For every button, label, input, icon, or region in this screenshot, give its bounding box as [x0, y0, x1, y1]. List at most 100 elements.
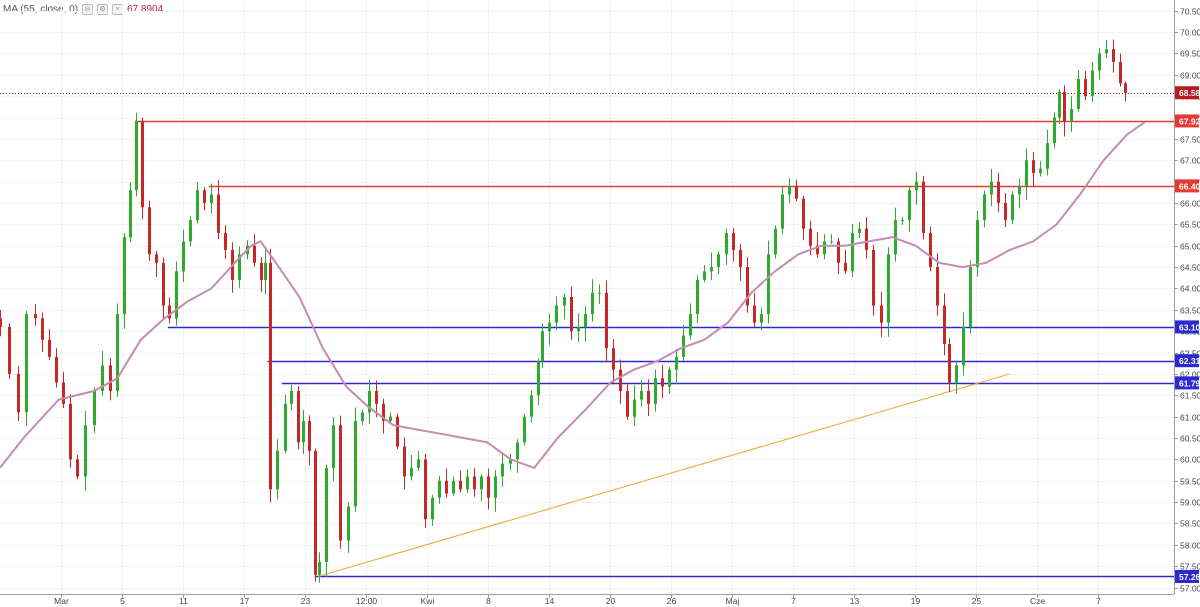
time-tick-label: 19 [911, 596, 921, 606]
time-tick-label: 17 [240, 596, 250, 606]
time-tick-label: Cze [1030, 596, 1045, 606]
candle-body [473, 476, 476, 490]
current-price-badge-bg [1175, 86, 1199, 100]
candle-body [640, 391, 643, 400]
candle-body [577, 326, 580, 332]
candle-body [501, 463, 504, 477]
candle-body [509, 459, 512, 464]
candle-body [466, 476, 469, 490]
candle-body [922, 181, 925, 233]
candle-body [269, 262, 272, 490]
candle-body [633, 399, 636, 417]
candle-body [548, 322, 551, 332]
candle-body [116, 314, 119, 392]
candle-body [943, 305, 946, 345]
candle-body [682, 335, 685, 357]
candle-body [339, 425, 342, 541]
candle-body [955, 365, 958, 383]
candle-body [62, 382, 65, 404]
candle-body [162, 262, 165, 306]
price-tick-label: 59.50 [1180, 477, 1200, 487]
candle-body [915, 181, 918, 191]
candle-body [459, 480, 462, 490]
time-tick-label: 23 [301, 596, 311, 606]
candle-body [41, 318, 44, 340]
candle-body [675, 356, 678, 370]
time-tick-label: 11 [179, 596, 188, 606]
candle-body [703, 271, 706, 280]
candle-body [816, 245, 819, 255]
candle-body [438, 480, 441, 498]
candle-body [445, 480, 448, 494]
candle-body [354, 420, 357, 507]
level-badge-bg [1175, 114, 1199, 128]
candle-body [661, 378, 664, 387]
level-badge: 63.10 [1179, 322, 1200, 332]
price-tick-label: 67.50 [1180, 135, 1200, 145]
price-tick-label: 58.50 [1180, 519, 1200, 529]
candle-body [148, 207, 151, 255]
candle-body [1077, 79, 1080, 109]
candle-body [858, 228, 861, 233]
candle-body [523, 416, 526, 443]
study-value: 67.8904 [127, 4, 164, 15]
candle-body [929, 232, 932, 268]
candle-body [1032, 160, 1035, 174]
candle-body [647, 391, 650, 404]
candle-body [410, 467, 413, 477]
candle-body [1011, 194, 1014, 221]
level-badge-bg [1175, 569, 1199, 583]
candle-body [865, 228, 868, 250]
candle-body [710, 267, 713, 272]
candle-body [997, 181, 1000, 203]
candle-body [516, 442, 519, 460]
candle-body [424, 459, 427, 520]
current-price-badge: 68.58 [1179, 88, 1200, 98]
candle-body [983, 194, 986, 221]
time-tick-label: 14 [545, 596, 555, 606]
support-trendline [318, 373, 1010, 577]
level-badge: 67.92 [1179, 116, 1200, 126]
candle-body [264, 262, 267, 280]
price-tick-label: 69.00 [1180, 71, 1200, 81]
level-badge-bg [1175, 320, 1199, 334]
candle-body [584, 314, 587, 327]
candle-body [389, 416, 392, 421]
candle-body [851, 232, 854, 272]
study-name: MA (55, close, 0) [3, 4, 79, 15]
candle-body [969, 267, 972, 327]
price-tick-label: 62.00 [1180, 370, 1200, 380]
candle-body [0, 318, 2, 327]
settings-icon[interactable]: ⚙ [97, 4, 109, 15]
candle-body [141, 121, 144, 208]
candle-body [1063, 91, 1066, 122]
level-badge: 66.40 [1179, 181, 1200, 191]
candle-body [417, 459, 420, 468]
time-tick-label: 26 [667, 596, 677, 606]
candle-body [753, 305, 756, 323]
candle-body [347, 506, 350, 541]
candle-body [1119, 61, 1122, 84]
candle-body [619, 369, 622, 392]
candle-body [788, 185, 791, 195]
candle-body [308, 420, 311, 451]
price-tick-label: 58.00 [1180, 541, 1200, 551]
candle-body [302, 420, 305, 443]
ma-55-line [0, 121, 1146, 470]
price-tick-label: 66.00 [1180, 199, 1200, 209]
eye-icon[interactable]: ◎ [82, 4, 94, 15]
candle-body [332, 425, 335, 468]
candle-body [224, 232, 227, 250]
candle-body [774, 228, 777, 255]
candle-body [872, 249, 875, 306]
candle-body [290, 391, 293, 404]
candle-body [361, 412, 364, 421]
price-tick-label: 67.00 [1180, 156, 1200, 166]
candle-body [253, 245, 256, 263]
candle-body [76, 459, 79, 477]
time-tick-label: Kwi [421, 596, 435, 606]
candle-body [155, 254, 158, 263]
time-tick-label: 13 [850, 596, 860, 606]
